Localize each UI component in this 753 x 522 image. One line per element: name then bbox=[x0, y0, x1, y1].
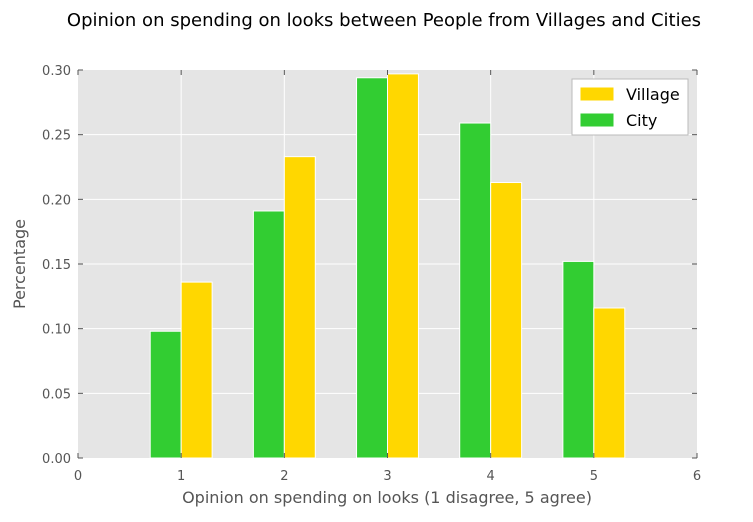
x-tick-label: 6 bbox=[693, 469, 701, 484]
bar-city-5 bbox=[562, 260, 595, 459]
bar-village-1 bbox=[180, 281, 213, 459]
y-tick-label: 0.20 bbox=[42, 193, 71, 208]
x-tick-label: 2 bbox=[280, 469, 288, 484]
chart-title: Opinion on spending on looks between Peo… bbox=[67, 10, 701, 31]
bar-village-3 bbox=[387, 73, 419, 459]
y-tick-label: 0.05 bbox=[42, 387, 71, 402]
y-axis-label: Percentage bbox=[10, 219, 29, 309]
bar-city-3 bbox=[356, 77, 388, 459]
y-tick-label: 0.25 bbox=[42, 129, 71, 144]
y-tick-label: 0.15 bbox=[42, 258, 71, 273]
legend-swatch-city bbox=[580, 113, 614, 127]
x-tick-label: 1 bbox=[177, 469, 185, 484]
y-tick-label: 0.10 bbox=[42, 323, 71, 338]
x-tick-label: 0 bbox=[74, 469, 82, 484]
x-tick-label: 4 bbox=[487, 469, 495, 484]
axes: 0 1 2 3 4 5 6 0.00 0.05 0.10 0.15 0.20 0.25 0.30 bbox=[42, 64, 701, 484]
bars bbox=[149, 73, 626, 459]
x-tick-label: 5 bbox=[590, 469, 598, 484]
legend-swatch-village bbox=[580, 87, 614, 101]
x-tick-label: 3 bbox=[383, 469, 391, 484]
bar-village-4 bbox=[490, 182, 523, 459]
bar-city-1 bbox=[149, 330, 182, 459]
x-axis-label: Opinion on spending on looks (1 disagree… bbox=[182, 488, 592, 507]
bar-village-5 bbox=[593, 307, 626, 459]
legend-label-city: City bbox=[626, 111, 657, 130]
legend: Village City bbox=[571, 78, 689, 136]
legend-label-village: Village bbox=[626, 85, 680, 104]
bar-city-2 bbox=[252, 210, 285, 459]
bar-city-4 bbox=[459, 122, 492, 459]
y-tick-label: 0.00 bbox=[42, 452, 71, 467]
y-tick-label: 0.30 bbox=[42, 64, 71, 79]
bar-village-2 bbox=[283, 156, 316, 459]
